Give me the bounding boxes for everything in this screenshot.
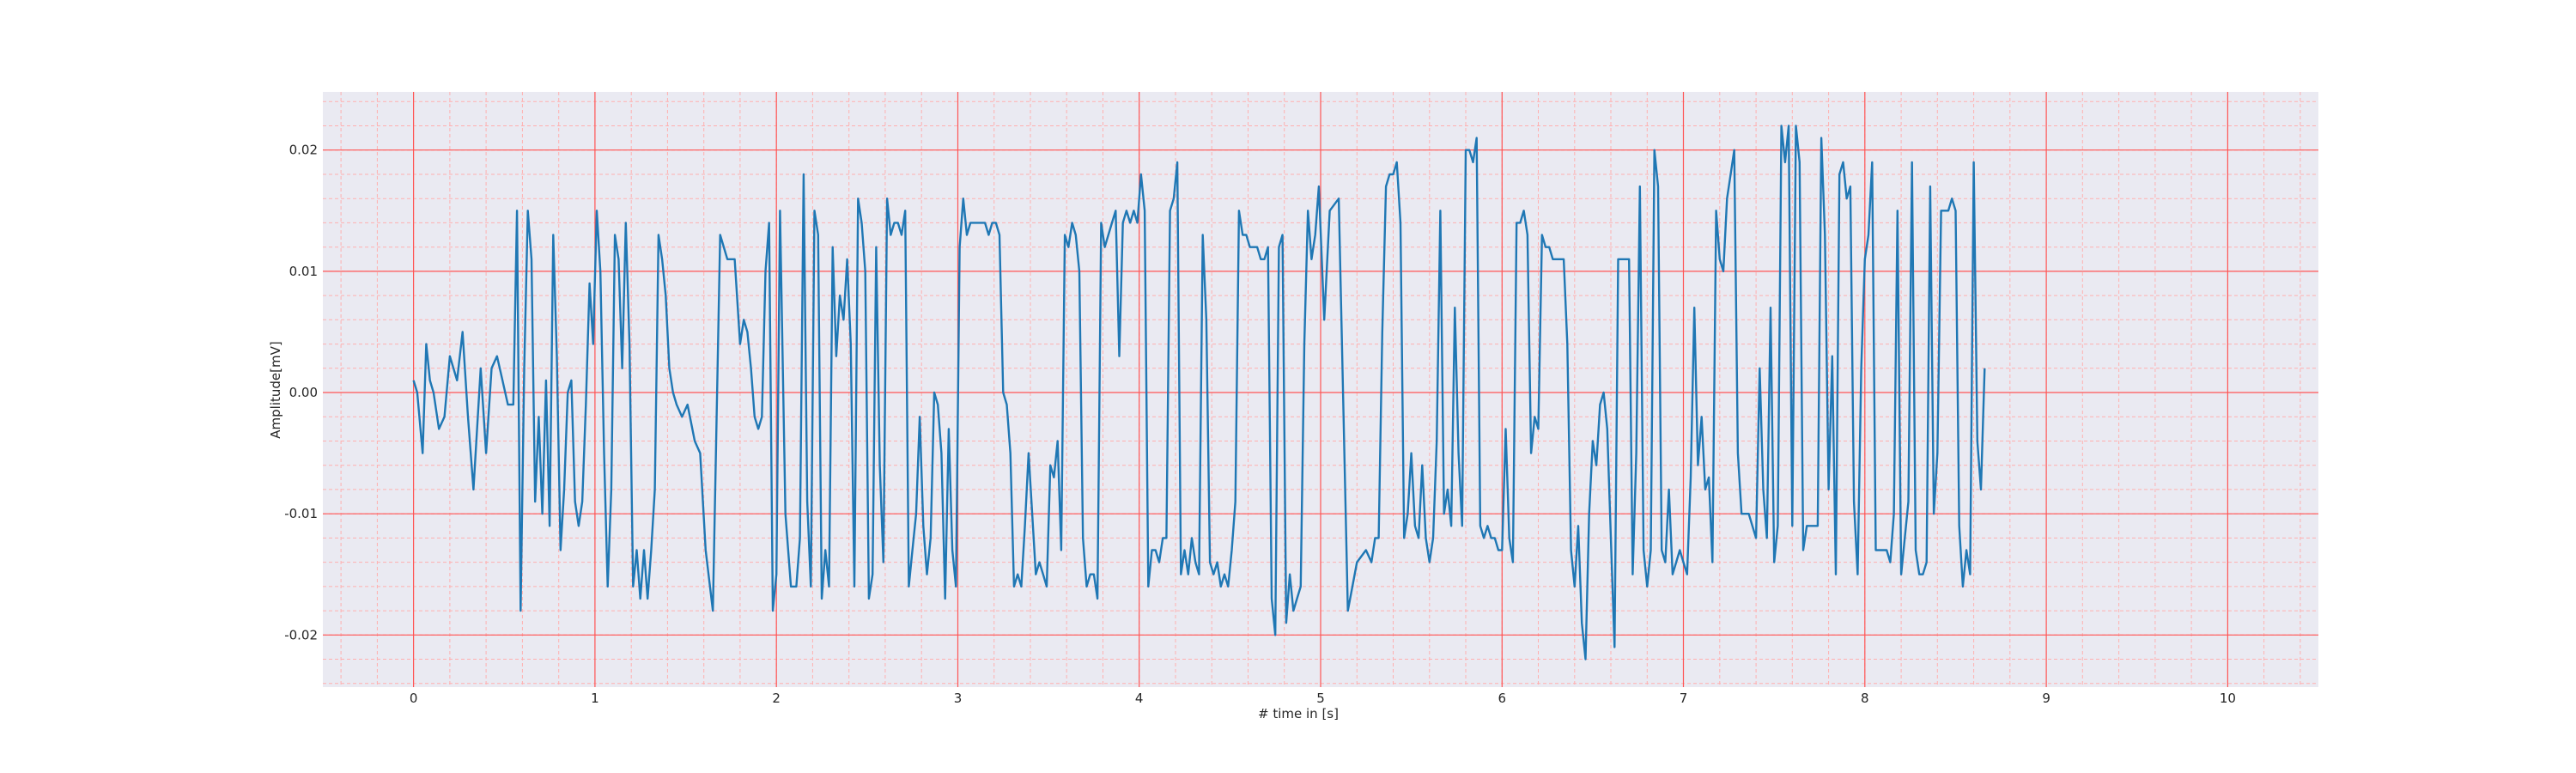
x-tick-label: 0 — [410, 691, 418, 706]
x-tick-label: 1 — [591, 691, 599, 706]
series-line-amplitude — [412, 125, 1986, 660]
x-tick-label: 4 — [1135, 691, 1144, 706]
x-tick-label: 10 — [2220, 691, 2236, 706]
series-layer — [412, 125, 1986, 660]
x-tick-label: 9 — [2042, 691, 2050, 706]
y-axis-ticks: 0.02 0.01 0.00 -0.01 -0.02 — [284, 143, 318, 643]
y-tick-label: -0.01 — [284, 506, 318, 521]
x-tick-label: 5 — [1316, 691, 1325, 706]
x-tick-label: 7 — [1680, 691, 1688, 706]
x-tick-label: 8 — [1861, 691, 1869, 706]
x-tick-label: 6 — [1498, 691, 1507, 706]
y-tick-label: 0.01 — [289, 264, 318, 279]
x-axis-label: # time in [s] — [1258, 706, 1339, 721]
y-axis-label: Amplitude[mV] — [268, 341, 283, 438]
y-tick-label: -0.02 — [284, 627, 318, 642]
x-tick-label: 2 — [772, 691, 781, 706]
major-grid — [323, 92, 2318, 687]
y-tick-label: 0.02 — [289, 143, 318, 158]
x-axis-ticks: 0 1 2 3 4 5 6 7 8 9 10 — [410, 691, 2236, 706]
x-tick-label: 3 — [954, 691, 963, 706]
y-tick-label: 0.00 — [289, 385, 318, 400]
